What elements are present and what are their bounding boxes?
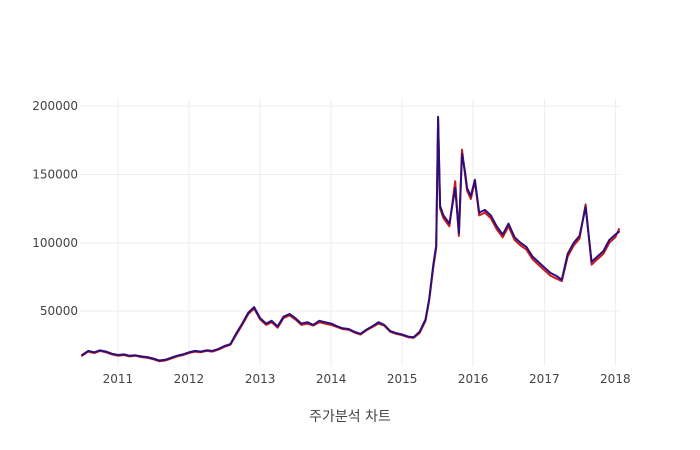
x-tick-label: 2015 <box>387 372 418 386</box>
x-tick-label: 2011 <box>103 372 134 386</box>
y-tick-label: 150000 <box>32 167 78 181</box>
x-tick-label: 2016 <box>458 372 489 386</box>
x-tick-labels: 2011 2012 2013 2014 2015 2016 2017 2018 <box>103 372 631 386</box>
series-line-1 <box>81 118 620 363</box>
x-tick-label: 2013 <box>245 372 276 386</box>
y-tick-label: 100000 <box>32 236 78 250</box>
y-tick-label: 50000 <box>40 304 78 318</box>
series-lines <box>81 115 620 363</box>
x-axis-title: 주가분석 차트 <box>309 409 391 425</box>
y-tick-labels: 50000 100000 150000 200000 <box>32 99 78 318</box>
y-tick-label: 200000 <box>32 99 78 113</box>
x-tick-label: 2017 <box>529 372 560 386</box>
series-line-2 <box>81 115 620 362</box>
x-tick-label: 2014 <box>316 372 347 386</box>
x-tick-label: 2012 <box>174 372 205 386</box>
grid-lines <box>80 99 620 366</box>
x-tick-label: 2018 <box>600 372 631 386</box>
